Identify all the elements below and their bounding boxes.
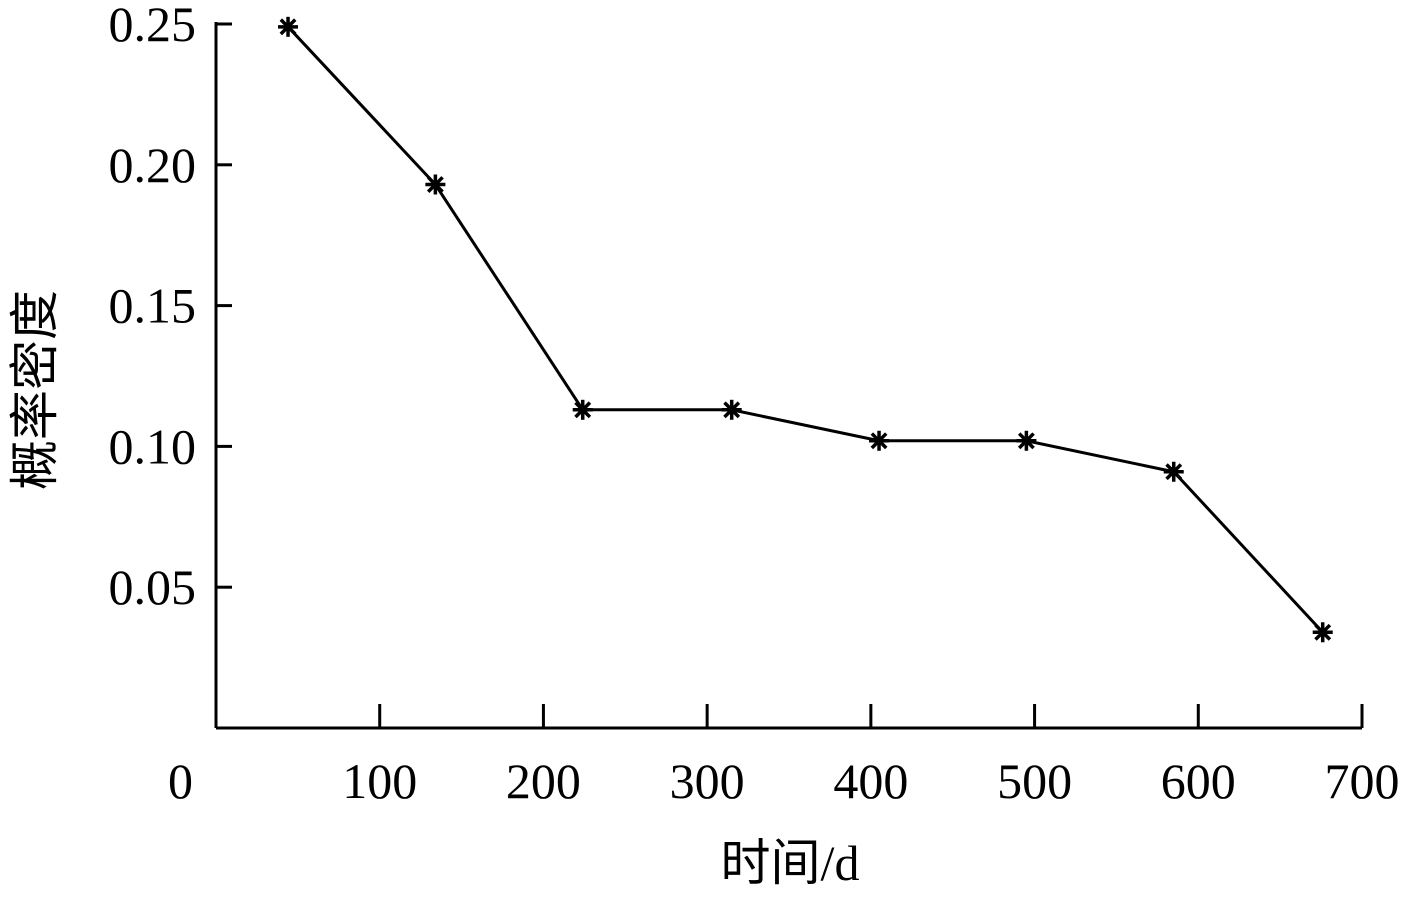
data-point-marker	[721, 399, 742, 420]
y-ticks: 0.05 0.10 0.15 0.20 0.25	[109, 0, 232, 615]
series-line	[286, 25, 1324, 634]
x-tick-label: 100	[342, 753, 417, 809]
data-point-marker	[1163, 461, 1184, 482]
x-tick-label: 400	[833, 753, 908, 809]
x-axis-title: 时间/d	[721, 835, 860, 891]
data-point-marker	[1016, 430, 1037, 451]
y-tick-label: 0.10	[109, 418, 197, 474]
y-tick-label: 0.25	[109, 0, 197, 52]
x-tick-label: 200	[506, 753, 581, 809]
y-tick-label: 0.20	[109, 137, 197, 193]
x-tick-label: 600	[1161, 753, 1236, 809]
data-point-marker	[869, 430, 890, 451]
data-point-marker	[572, 399, 593, 420]
x-ticks: 0 100 200 300 400 500 600 700	[168, 704, 1400, 809]
data-point-marker	[278, 16, 299, 37]
x-tick-label: 700	[1325, 753, 1400, 809]
y-axis-title: 概率密度	[7, 290, 63, 490]
data-point-marker	[425, 174, 446, 195]
x-tick-label: 500	[997, 753, 1072, 809]
x-tick-label: 0	[168, 753, 193, 809]
y-tick-label: 0.15	[109, 278, 197, 334]
axes	[214, 22, 1362, 730]
x-tick-label: 300	[670, 753, 745, 809]
series	[278, 16, 1333, 643]
y-tick-label: 0.05	[109, 559, 197, 615]
data-point-marker	[1312, 622, 1333, 643]
